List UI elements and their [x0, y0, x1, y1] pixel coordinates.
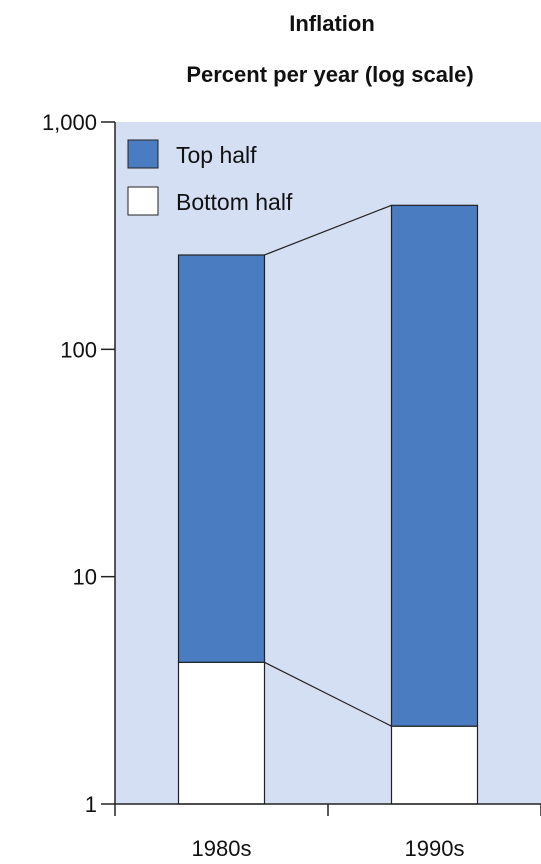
bar-bottom-half-1990s	[390, 725, 479, 805]
y-axis-ticks: 1 10 100 1,000	[42, 110, 115, 817]
y-tick-label: 1	[85, 792, 97, 817]
legend-label-top-half: Top half	[176, 142, 257, 168]
bar-top-half-1990s	[390, 204, 479, 727]
legend-label-bottom-half: Bottom half	[176, 189, 293, 215]
y-tick-label: 100	[60, 337, 97, 362]
legend: Top half Bottom half	[127, 139, 293, 216]
x-tick-label: 1980s	[192, 836, 252, 861]
legend-swatch-top-half	[127, 139, 159, 169]
bars-group	[177, 204, 479, 805]
x-axis-ticks: 1980s 1990s	[114, 804, 541, 861]
legend-swatch-bottom-half	[127, 186, 159, 216]
chart-subtitle: Percent per year (log scale)	[186, 62, 473, 87]
connector-bottom	[264, 661, 392, 727]
y-tick-label: 10	[73, 565, 97, 590]
bar-top-half-1980s	[177, 254, 266, 663]
connector-lines	[264, 204, 392, 727]
bar-bottom-half-1980s	[177, 661, 266, 805]
chart-title: Inflation	[289, 11, 375, 36]
x-tick-label: 1990s	[405, 836, 465, 861]
connector-top	[264, 204, 392, 256]
y-tick-label: 1,000	[42, 110, 97, 135]
